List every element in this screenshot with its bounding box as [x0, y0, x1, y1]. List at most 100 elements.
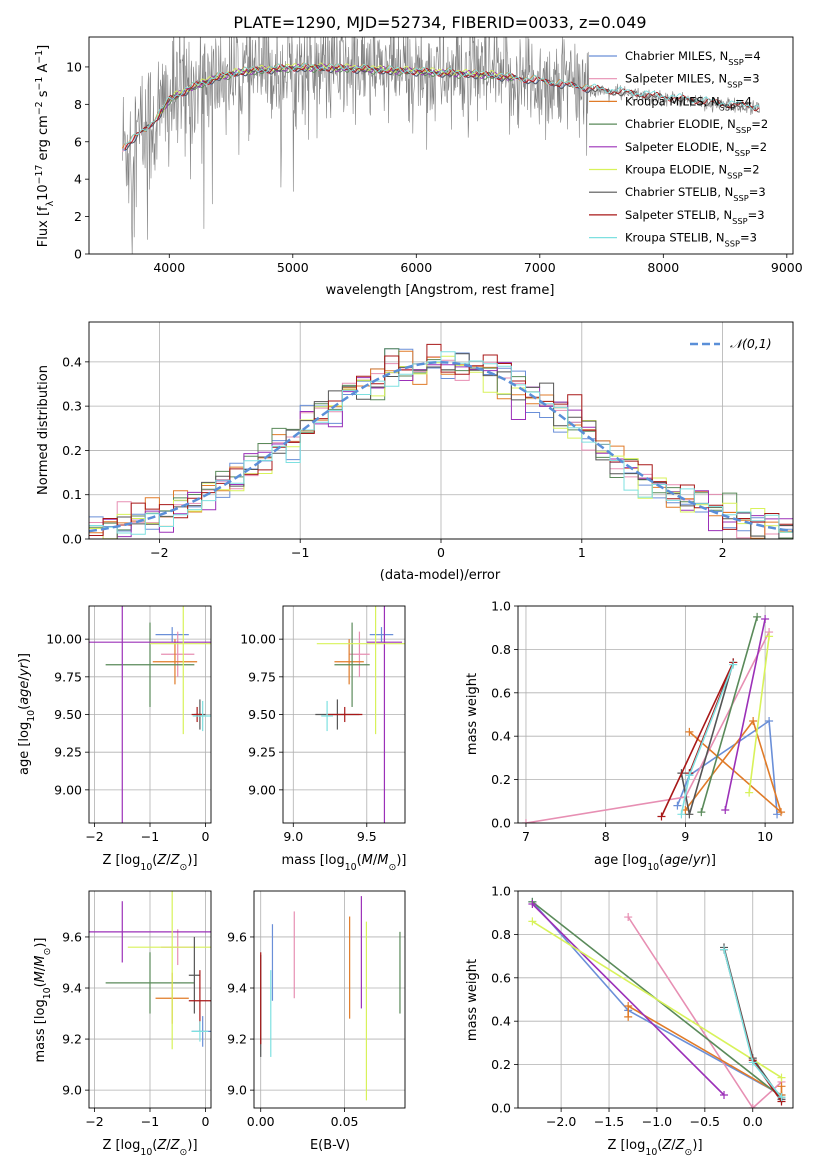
x-tick-label: −1.0 [642, 1114, 672, 1129]
y-tick-label: 9.6 [62, 929, 82, 944]
x-tick-label: −2.0 [546, 1114, 576, 1129]
x-tick-label: 7000 [524, 260, 556, 275]
legend-label: Chabrier STELIB, NSSP=3 [625, 185, 766, 203]
x-tick-label: 0.0 [743, 1114, 763, 1129]
x-tick-label: 8 [602, 829, 610, 844]
x-tick-label: 10 [757, 829, 773, 844]
plot-area [89, 606, 211, 823]
y-tick-label: 0.3 [62, 399, 82, 414]
data-marker [685, 771, 694, 780]
data-marker [528, 917, 537, 926]
axes-frame [88, 36, 794, 255]
legend-label: Kroupa ELODIE, NSSP=2 [625, 163, 760, 181]
x-tick-label: −2 [150, 545, 168, 560]
data-marker [761, 615, 770, 624]
legend-label: Kroupa STELIB, NSSP=3 [625, 231, 757, 249]
legend-label: 𝒩(0,1) [730, 336, 772, 351]
legend-label: Kroupa MILES, NSSP=4 [625, 94, 752, 112]
data-marker [748, 1104, 757, 1108]
y-tick-label: 1.0 [491, 884, 511, 899]
x-axis-label: E(B-V) [310, 1138, 350, 1153]
data-marker [765, 717, 774, 726]
model-spectrum-line [124, 62, 760, 145]
x-tick-label: 9000 [771, 260, 803, 275]
legend-label: Salpeter ELODIE, NSSP=2 [625, 140, 767, 158]
axes-frame [88, 605, 212, 824]
x-tick-label: 6000 [400, 260, 432, 275]
x-tick-label: −2 [85, 1114, 103, 1129]
x-tick-label: 5000 [277, 260, 309, 275]
data-marker [777, 1093, 786, 1102]
y-tick-label: 9.2 [62, 1032, 82, 1047]
y-axis-label: mass [log10(M/M⊙)] [33, 938, 53, 1063]
weight-line [748, 636, 770, 793]
y-tick-label: 0.0 [491, 1101, 511, 1116]
data-marker [521, 819, 530, 823]
data-marker [777, 1073, 786, 1082]
y-tick-label: 9.75 [248, 669, 276, 684]
weight-vs-metallicity-panel: −2.0 −1.5 −1.0 −0.5 0.0 0.0 0.2 0.4 0.6 0.8 1.0 Z [… [465, 884, 794, 1158]
data-marker [673, 801, 682, 810]
x-axis-label: mass [log10(M/M⊙)] [282, 853, 407, 873]
y-tick-label: 9.0 [227, 1083, 247, 1098]
model-spectrum-line [156, 62, 515, 119]
figure-title: PLATE=1290, MJD=52734, FIBERID=0033, z=0… [233, 13, 646, 32]
data-marker [729, 660, 738, 669]
model-spectrum-line [124, 65, 760, 151]
weight-line [627, 1004, 783, 1097]
y-axis-label: mass weight [465, 959, 480, 1041]
data-marker [777, 808, 786, 817]
data-spectrum [122, 37, 760, 254]
data-marker [721, 805, 730, 814]
y-tick-label: 10 [66, 59, 82, 74]
y-tick-label: 0.2 [491, 772, 511, 787]
mass-vs-extinction-panel: 0.00 0.05 9.0 9.2 9.4 9.6 E(B-V) [227, 890, 406, 1153]
y-tick-label: 0.6 [491, 685, 511, 700]
mass-vs-metallicity-panel: −2 −1 0 9.0 9.2 9.4 9.6 Z [log10(Z/Z⊙)] mass [lo… [33, 890, 212, 1158]
x-tick-label: 9.0 [283, 829, 303, 844]
data-marker [685, 810, 694, 819]
x-tick-label: −1 [141, 829, 159, 844]
plot-area [315, 606, 405, 823]
data-marker [720, 945, 729, 954]
data-marker [748, 1058, 757, 1067]
data-marker [624, 913, 633, 922]
x-tick-label: −1 [141, 1114, 159, 1129]
data-marker [677, 810, 686, 819]
plot-area [260, 896, 401, 1101]
data-marker [624, 1002, 633, 1011]
plot-area [528, 897, 786, 1108]
y-tick-label: 10.00 [240, 632, 276, 647]
data-marker [745, 788, 754, 797]
weight-line [676, 719, 778, 815]
y-tick-label: 9.75 [54, 669, 82, 684]
y-tick-label: 9.25 [54, 745, 82, 760]
y-tick-label: 8 [74, 97, 82, 112]
y-tick-label: 9.6 [227, 929, 247, 944]
data-marker [685, 727, 694, 736]
x-tick-label: 0 [201, 829, 209, 844]
axes-frame [88, 890, 212, 1109]
weight-line [724, 618, 766, 811]
x-tick-label: −1.5 [594, 1114, 624, 1129]
model-spectrum-line [124, 64, 760, 150]
y-tick-label: 0.2 [62, 443, 82, 458]
data-marker [657, 812, 666, 821]
x-tick-label: 9 [681, 829, 689, 844]
legend-label: Chabrier ELODIE, NSSP=2 [625, 117, 768, 135]
x-axis-label: Z [log10(Z/Z⊙)] [607, 1138, 702, 1158]
x-tick-label: 4000 [153, 260, 185, 275]
data-marker [528, 900, 537, 909]
x-tick-label: 0 [437, 545, 445, 560]
axes-frame [517, 890, 794, 1109]
y-tick-label: 0.4 [62, 354, 82, 369]
y-tick-label: 0.0 [491, 816, 511, 831]
x-tick-label: 7 [522, 829, 530, 844]
residual-histogram-panel: −2 −1 0 1 2 0.0 0.1 0.2 0.3 0.4 𝒩(0,1) (data-model)… [36, 321, 794, 583]
y-tick-label: 9.00 [248, 782, 276, 797]
axes-frame [517, 605, 794, 824]
data-marker [720, 1090, 729, 1099]
gaussian-curve [89, 361, 793, 533]
y-tick-label: 0.1 [62, 487, 82, 502]
y-tick-label: 0.0 [62, 532, 82, 547]
